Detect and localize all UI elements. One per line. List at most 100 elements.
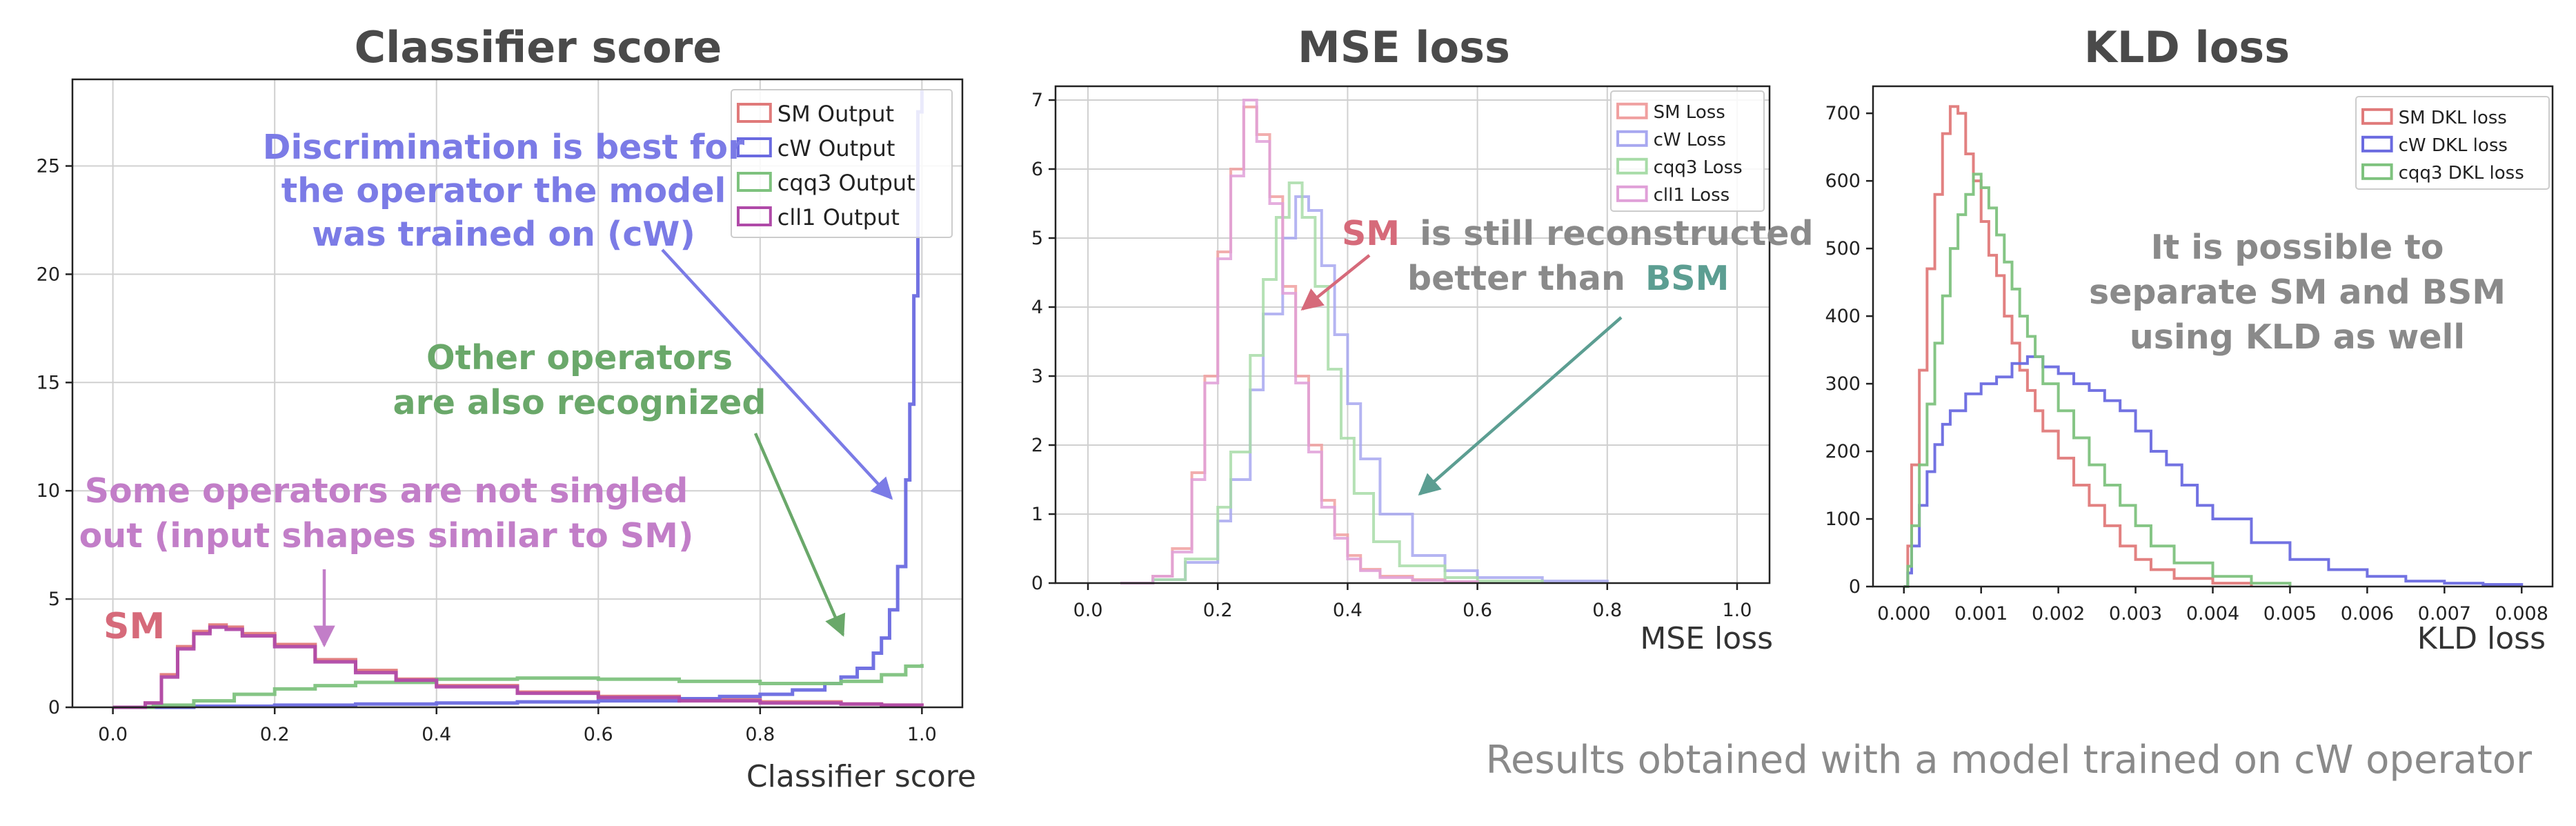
- mse-legend-entry: SM Loss: [1654, 102, 1725, 123]
- classifier-legend-swatch: [737, 172, 772, 192]
- mse-annot-line-1: SM is still reconstructed: [1342, 214, 1814, 253]
- classifier-legend-box: [731, 89, 953, 238]
- classifier-xtick-label: 1.0: [907, 724, 937, 745]
- mse-legend-swatch: [1616, 157, 1648, 175]
- kld-annot-line-1: It is possible to: [2151, 228, 2444, 267]
- other-operators-arrow: [753, 433, 846, 637]
- kld-annotation: It is possible to separate SM and BSM us…: [2089, 228, 2506, 357]
- classifier-legend-entry: SM Output: [777, 101, 894, 127]
- mse-series-cqq3-loss: [1120, 181, 1544, 584]
- mse-legend: SM Loss cW Loss cqq3 Loss cll1 Loss: [1610, 90, 1765, 212]
- mse-sm-word: SM: [1342, 214, 1400, 253]
- kld-series-cw-dkl-loss: [1903, 355, 2524, 588]
- kld-legend-swatch: [2361, 163, 2393, 180]
- classifier-series-cqq3-output: [112, 664, 924, 709]
- mse-series-group: [1120, 99, 1609, 584]
- classifier-legend-entry: cW Output: [777, 135, 895, 161]
- kld-xtick-label: 0.005: [2263, 603, 2317, 625]
- footer-note: Results obtained with a model trained on…: [1486, 738, 2533, 783]
- kld-legend-box: [2355, 96, 2550, 190]
- mse-xtick-label: 1.0: [1722, 600, 1752, 621]
- classifier-legend-swatch: [737, 103, 772, 123]
- kld-ytick-label: 500: [1825, 238, 1861, 259]
- mse-legend-entry: cW Loss: [1654, 130, 1726, 150]
- kld-annot-line-3: using KLD as well: [2130, 317, 2465, 357]
- classifier-ytick-label: 15: [37, 372, 60, 393]
- kld-ytick-label: 600: [1825, 170, 1861, 192]
- sm-reconstructed-annotation: SM is still reconstructed better than BS…: [1300, 214, 1814, 496]
- kld-ticks: 0.000 0.001 0.002 0.003 0.004 0.005 0.006 0.007…: [1825, 103, 2548, 625]
- classifier-legend-entry: cll1 Output: [777, 204, 900, 230]
- mse-series-cw-loss: [1120, 195, 1609, 584]
- kld-xtick-label: 0.004: [2186, 603, 2239, 625]
- classifier-xlabel: Classifier score: [746, 759, 976, 794]
- kld-legend-entry: cqq3 DKL loss: [2399, 163, 2524, 184]
- discrimination-line-3: was trained on (cW): [312, 215, 695, 254]
- mse-xtick-label: 0.6: [1463, 600, 1492, 621]
- kld-ytick-label: 700: [1825, 103, 1861, 124]
- kld-xtick-label: 0.006: [2341, 603, 2394, 625]
- kld-series-sm-dkl-loss: [1903, 105, 2253, 588]
- discrimination-line-1: Discrimination is best for: [263, 128, 745, 167]
- kld-title: KLD loss: [2084, 22, 2290, 72]
- other-operators-annotation: Other operators are also recognized: [393, 338, 846, 637]
- sm-label: SM: [103, 606, 165, 647]
- kld-xlabel: KLD loss: [2417, 621, 2546, 656]
- classifier-ytick-label: 20: [37, 264, 60, 285]
- classifier-series-cll1-output: [112, 625, 924, 709]
- discrimination-annotation: Discrimination is best for the operator …: [263, 128, 893, 500]
- kld-ytick-label: 300: [1825, 373, 1861, 395]
- mse-ytick-label: 1: [1031, 504, 1043, 525]
- classifier-legend: SM Output cW Output cqq3 Output cll1 Output: [731, 89, 953, 238]
- some-line-1: Some operators are not singled: [85, 471, 688, 511]
- some-line-2: out (input shapes similar to SM): [79, 516, 694, 555]
- kld-loss-panel: KLD loss 0.000 0.001 0.002 0.003 0.004 0.005 0…: [1825, 22, 2554, 656]
- classifier-xtick-label: 0.4: [422, 724, 451, 745]
- discrimination-arrow: [661, 248, 893, 500]
- mse-ytick-label: 4: [1031, 297, 1043, 318]
- mse-axes-frame: [1054, 85, 1771, 584]
- kld-legend-swatch: [2361, 135, 2393, 153]
- kld-annot-line-2: separate SM and BSM: [2089, 273, 2506, 312]
- classifier-score-panel: Classifier score 0.0 0.2 0.4 0.6 0.8 1.0 0 5 10 1…: [37, 22, 976, 794]
- mse-loss-panel: MSE loss 0.0 0.2 0.4 0.6 0.8 1.0 0 1 2 3 4 5 6 7 MSE …: [1031, 22, 1814, 656]
- kld-ytick-label: 100: [1825, 509, 1861, 530]
- classifier-ticks: 0.0 0.2 0.4 0.6 0.8 1.0 0 5 10 15 20 25: [37, 156, 937, 745]
- classifier-title: Classifier score: [355, 22, 722, 72]
- kld-legend-entry: cW DKL loss: [2399, 135, 2508, 156]
- classifier-ytick-label: 0: [48, 697, 60, 718]
- kld-legend-swatch: [2361, 108, 2393, 125]
- kld-xtick-label: 0.002: [2032, 603, 2085, 625]
- mse-sm-arrow: [1300, 254, 1371, 311]
- kld-legend-entry: SM DKL loss: [2399, 108, 2507, 128]
- kld-xtick-label: 0.003: [2109, 603, 2162, 625]
- other-line-1: Other operators: [426, 338, 733, 377]
- mse-legend-swatch: [1616, 102, 1648, 119]
- kld-ytick-label: 400: [1825, 306, 1861, 327]
- kld-ytick-label: 200: [1825, 441, 1861, 462]
- some-operators-annotation: Some operators are not singled out (inpu…: [79, 471, 694, 648]
- mse-xtick-label: 0.8: [1592, 600, 1622, 621]
- mse-legend-entry: cqq3 Loss: [1654, 157, 1743, 178]
- mse-xtick-label: 0.4: [1333, 600, 1363, 621]
- mse-line1-rest: is still reconstructed: [1420, 214, 1813, 253]
- mse-title: MSE loss: [1298, 22, 1510, 72]
- classifier-legend-swatch: [737, 137, 772, 157]
- other-line-2: are also recognized: [393, 383, 766, 422]
- classifier-series-group: [112, 90, 924, 709]
- mse-legend-box: [1610, 90, 1765, 212]
- mse-xtick-label: 0.2: [1203, 600, 1233, 621]
- classifier-legend-entry: cqq3 Output: [777, 170, 915, 196]
- discrimination-line-2: the operator the model: [281, 171, 726, 210]
- mse-ytick-label: 3: [1031, 366, 1043, 387]
- mse-ytick-label: 7: [1031, 90, 1043, 111]
- kld-xtick-label: 0.008: [2495, 603, 2548, 625]
- classifier-xtick-label: 0.0: [98, 724, 128, 745]
- mse-ytick-label: 2: [1031, 435, 1043, 456]
- mse-bsm-word: BSM: [1645, 259, 1729, 298]
- kld-xtick-label: 0.000: [1877, 603, 1930, 625]
- classifier-legend-swatch: [737, 206, 772, 226]
- classifier-ytick-label: 25: [37, 156, 60, 177]
- classifier-xtick-label: 0.8: [745, 724, 775, 745]
